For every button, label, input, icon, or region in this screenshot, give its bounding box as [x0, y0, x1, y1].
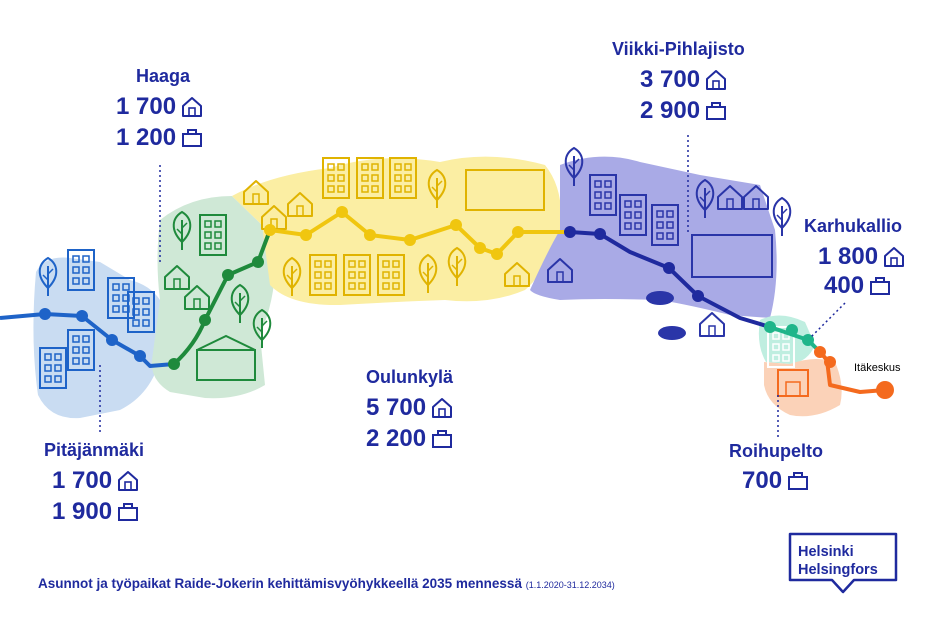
stop: [450, 219, 462, 231]
stop: [300, 229, 312, 241]
stops-orange: [814, 346, 894, 399]
haaga-jobs-value: 1 200: [116, 124, 177, 151]
haaga-name: Haaga: [136, 66, 191, 86]
stop: [106, 334, 118, 346]
karhukallio-leader: [809, 302, 846, 339]
house-icon: [884, 247, 905, 267]
stop: [199, 314, 211, 326]
cows: [646, 291, 686, 340]
karhukallio-name: Karhukallio: [804, 216, 903, 236]
viikki-jobs-value: 2 900: [640, 97, 701, 124]
university-building-icon: [691, 234, 773, 278]
stop: [802, 334, 814, 346]
roihupelto-name: Roihupelto: [729, 441, 823, 461]
viikki-homes-value: 3 700: [640, 66, 701, 93]
terminus-stop: [876, 381, 894, 399]
stop: [336, 206, 348, 218]
line-segment-orange: [818, 350, 886, 394]
stop: [491, 248, 503, 260]
briefcase-icon: [182, 129, 203, 147]
stop: [814, 346, 826, 358]
roihupelto-zone: [764, 358, 842, 417]
house-icon: [118, 471, 139, 491]
pitajanmaki-homes: 1 700: [52, 467, 139, 495]
oulunkyla-jobs-value: 2 200: [366, 425, 427, 452]
oulunkyla-homes-value: 5 700: [366, 394, 427, 421]
logo-line1: Helsinki: [798, 544, 854, 560]
karhukallio-homes-value: 1 800: [818, 243, 879, 270]
helsinki-logo: [788, 532, 898, 594]
haaga-homes-value: 1 700: [116, 93, 177, 120]
stops-green: [168, 256, 264, 370]
house-icon: [432, 398, 453, 418]
stop: [764, 321, 776, 333]
stop: [264, 224, 276, 236]
stop: [134, 350, 146, 362]
stop: [222, 269, 234, 281]
roihupelto-buildings: [777, 369, 809, 397]
briefcase-icon: [118, 503, 139, 521]
stop: [364, 229, 376, 241]
pitajanmaki-homes-value: 1 700: [52, 467, 113, 494]
karhukallio-jobs: 400: [824, 272, 891, 300]
stop: [39, 308, 51, 320]
viikki-buildings: [547, 147, 792, 337]
stop: [168, 358, 180, 370]
stop: [512, 226, 524, 238]
roihupelto-jobs-value: 700: [742, 467, 783, 494]
briefcase-icon: [870, 277, 891, 295]
stop: [404, 234, 416, 246]
house-icon: [706, 70, 727, 90]
oulunkyla-homes: 5 700: [366, 394, 453, 422]
karhukallio-homes: 1 800: [818, 243, 905, 271]
briefcase-icon: [788, 472, 809, 490]
stops-navy: [564, 226, 704, 302]
stop: [76, 310, 88, 322]
caption-date-range: (1.1.2020-31.12.2034): [525, 580, 615, 590]
pitajanmaki-jobs: 1 900: [52, 498, 139, 526]
oulunkyla-buildings: [243, 157, 545, 297]
pitajanmaki-name: Pitäjänmäki: [44, 440, 145, 460]
school-building-icon: [196, 349, 256, 381]
viikki-jobs: 2 900: [640, 97, 727, 125]
stop: [252, 256, 264, 268]
line-segment-yellow: [269, 210, 570, 256]
haaga-homes: 1 700: [116, 93, 203, 121]
roihupelto-jobs: 700: [742, 467, 809, 495]
stops-yellow: [264, 206, 524, 260]
logo-wordmark: Helsinki Helsingfors: [798, 543, 878, 579]
stop: [663, 262, 675, 274]
house-icon: [182, 97, 203, 117]
oulunkyla-zone: [232, 156, 561, 306]
pitajanmaki-jobs-value: 1 900: [52, 498, 113, 525]
logo-line2: Helsingfors: [798, 562, 878, 578]
stops-blue: [39, 308, 146, 362]
stops-teal: [764, 321, 814, 346]
stop: [692, 290, 704, 302]
stop: [564, 226, 576, 238]
oulunkyla-jobs: 2 200: [366, 425, 453, 453]
viikki-homes: 3 700: [640, 66, 727, 94]
haaga-jobs: 1 200: [116, 124, 203, 152]
stop: [824, 356, 836, 368]
itakeskus-label: Itäkeskus: [854, 362, 901, 374]
caption-text: Asunnot ja työpaikat Raide-Jokerin kehit…: [38, 576, 522, 591]
karhukallio-jobs-value: 400: [824, 272, 865, 299]
caption: Asunnot ja työpaikat Raide-Jokerin kehit…: [38, 576, 615, 591]
viikki-name: Viikki-Pihlajisto: [612, 39, 745, 59]
oulunkyla-name: Oulunkylä: [366, 367, 454, 387]
leader-lines: [99, 135, 846, 440]
briefcase-icon: [432, 430, 453, 448]
line-segment-green: [172, 229, 272, 366]
stop: [594, 228, 606, 240]
briefcase-icon: [706, 102, 727, 120]
stop: [786, 324, 798, 336]
stop: [474, 242, 486, 254]
haaga-buildings: [164, 211, 272, 381]
